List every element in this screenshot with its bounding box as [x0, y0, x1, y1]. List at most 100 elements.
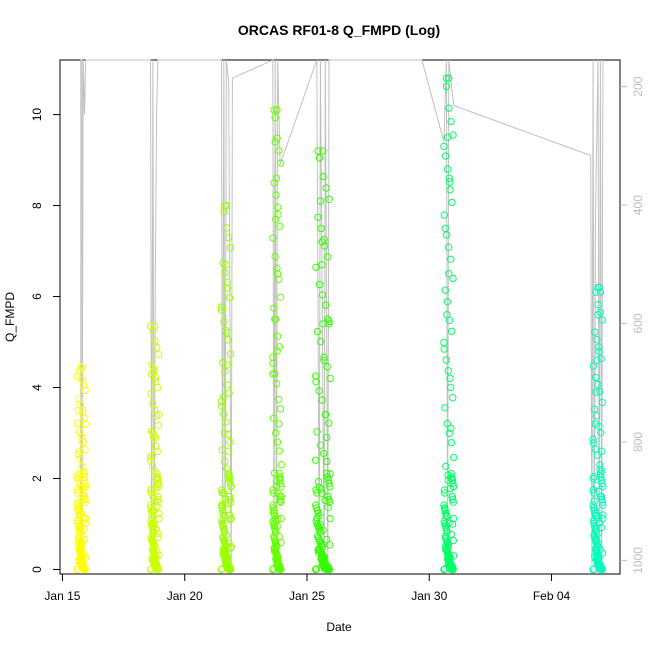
data-point — [77, 433, 85, 441]
data-point — [74, 395, 83, 403]
data-point — [318, 489, 326, 497]
data-point — [441, 224, 449, 233]
data-point — [311, 456, 320, 464]
data-point — [448, 327, 456, 336]
data-point — [221, 495, 230, 504]
data-point — [444, 243, 453, 251]
data-point — [597, 523, 606, 532]
data-point — [447, 424, 455, 433]
y-axis-label: Q_FMPD — [3, 292, 17, 342]
data-point — [590, 489, 598, 497]
data-point — [593, 511, 601, 519]
data-point — [325, 195, 333, 204]
data-point — [223, 329, 231, 337]
data-point — [594, 539, 602, 547]
data-point — [218, 502, 227, 510]
data-point — [592, 373, 600, 382]
data-point — [224, 474, 232, 483]
data-point — [324, 315, 332, 323]
data-point — [446, 186, 454, 194]
data-point — [270, 547, 279, 555]
data-point — [73, 372, 81, 380]
data-point — [322, 433, 331, 442]
data-point — [446, 374, 454, 383]
y-tick-label: 2 — [30, 475, 44, 482]
data-point — [313, 532, 322, 541]
data-point — [321, 496, 329, 505]
data-point — [445, 104, 453, 112]
data-point — [147, 485, 156, 494]
data-point — [594, 311, 602, 319]
data-point — [597, 355, 605, 363]
data-point — [448, 562, 456, 570]
data-point — [596, 465, 604, 474]
data-point — [146, 453, 155, 461]
data-point — [81, 386, 89, 395]
data-point — [269, 414, 278, 422]
data-point — [150, 467, 159, 475]
data-point — [321, 411, 329, 419]
data-point-peak — [77, 363, 86, 371]
data-point — [79, 490, 87, 499]
data-point — [595, 343, 603, 351]
data-point-peak — [319, 147, 327, 155]
data-point — [448, 476, 457, 484]
data-point-peak — [445, 74, 453, 82]
data-point — [275, 343, 284, 351]
flight-series-5 — [311, 147, 334, 574]
y-tick-label: 0 — [30, 566, 44, 573]
data-point — [274, 556, 282, 565]
data-point — [441, 542, 450, 551]
data-point — [316, 197, 325, 205]
data-point — [449, 274, 457, 283]
data-point — [277, 498, 285, 506]
data-point — [273, 438, 282, 446]
data-point-peak — [222, 201, 231, 210]
y-axis-right: 200 400 600 800 1000 — [620, 76, 645, 574]
data-point — [77, 526, 85, 535]
data-point — [318, 396, 326, 404]
x-tick-label: Feb 04 — [533, 589, 571, 603]
data-point — [325, 419, 333, 427]
data-point — [315, 280, 324, 289]
data-point — [446, 383, 455, 392]
data-point — [220, 410, 228, 418]
data-point — [81, 514, 90, 523]
data-point — [223, 278, 231, 287]
data-point — [445, 519, 453, 528]
data-point — [313, 327, 322, 336]
data-point — [274, 515, 282, 524]
data-point — [449, 514, 458, 523]
data-point — [217, 501, 226, 509]
x-axis: Jan 15 Jan 20 Jan 25 Jan 30 Feb 04 — [44, 574, 571, 603]
data-point — [148, 514, 156, 522]
data-point — [225, 447, 233, 455]
data-point — [444, 551, 452, 559]
data-point — [147, 565, 155, 573]
data-point — [274, 564, 282, 573]
data-point — [219, 358, 227, 367]
data-point — [596, 493, 605, 501]
data-point — [269, 353, 277, 361]
data-point — [446, 178, 454, 186]
data-point — [441, 505, 449, 513]
data-point — [147, 535, 156, 544]
data-point — [155, 551, 163, 559]
data-point — [149, 326, 157, 334]
data-point — [590, 565, 598, 573]
data-point — [320, 564, 329, 573]
data-point — [315, 545, 323, 553]
flight-series-4 — [269, 106, 285, 574]
data-point — [154, 529, 162, 537]
data-point — [316, 441, 325, 449]
data-point — [589, 474, 597, 483]
data-point — [442, 462, 450, 470]
data-point — [75, 447, 84, 455]
data-point — [271, 252, 279, 261]
data-point — [153, 474, 162, 483]
data-point — [443, 311, 451, 319]
data-point — [598, 467, 606, 475]
data-point — [80, 524, 89, 533]
data-point — [272, 552, 280, 560]
